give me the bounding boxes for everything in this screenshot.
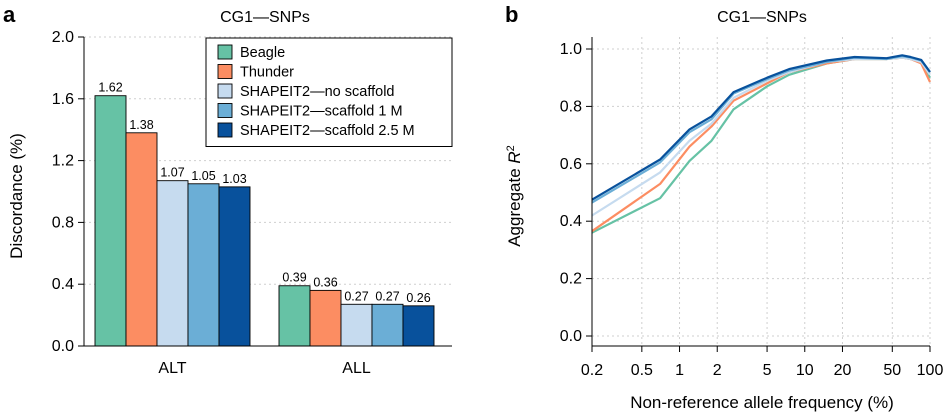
panel-a-legend: Beagle Thunder SHAPEIT2—no scaffold SHAPEIT…	[205, 37, 453, 147]
panel-a-y-axis-label: Discordance (%)	[7, 133, 26, 259]
panel-a-y-tick-label: 0.0	[52, 338, 74, 355]
legend-swatch-shapeit2-scaffold-2-5-m	[217, 122, 233, 138]
panel-b-title: CG1—SNPs	[717, 9, 807, 26]
bar-all-shapeit2-scaffold-1-m	[371, 303, 404, 347]
legend-label-shapeit2-scaffold-1-m: SHAPEIT2—scaffold 1 M	[240, 104, 403, 120]
bar-label-alt-shapeit2-scaffold-1-m: 1.05	[191, 169, 215, 183]
panel-b-y-tick-label: 0.0	[560, 328, 582, 345]
panel-a-x-ticks: ALT ALL	[158, 360, 370, 377]
panel-b-x-tick-label: 10	[796, 362, 814, 379]
panel-a-axes	[83, 37, 452, 347]
legend-swatch-beagle	[217, 44, 233, 60]
panel-b-x-tick-label: 0.2	[581, 362, 603, 379]
panel-a-y-tick-label: 1.2	[52, 153, 74, 170]
panel-b-y-axis-label: Aggregate R2	[505, 145, 524, 247]
panel-b-x-tick-label: 5	[763, 362, 772, 379]
panel-a-x-tick-label-all: ALL	[342, 360, 371, 377]
panel-b-axes	[591, 37, 930, 347]
panel-a-y-tick-label: 1.6	[52, 91, 74, 108]
bar-alt-thunder	[125, 132, 158, 347]
bar-alt-shapeit2-no-scaffold	[156, 180, 189, 347]
bar-alt-shapeit2-scaffold-1-m	[187, 183, 220, 347]
panel-a-letter: a	[3, 2, 16, 27]
panel-a: a CG1—SNPs 1.62 1.38 1.07 1.05 1.03 0.39 0.36 0…	[3, 2, 453, 377]
panel-a-title: CG1—SNPs	[220, 9, 310, 26]
panel-b-y-tick-label: 0.4	[560, 213, 582, 230]
panel-b-x-tick-label: 100	[917, 362, 944, 379]
panel-b-y-label-sup: 2	[505, 145, 517, 151]
bar-alt-shapeit2-scaffold-2-5-m	[218, 186, 251, 347]
panel-b-y-label-prefix: Aggregate	[505, 164, 524, 247]
panel-b-y-tick-label: 1.0	[560, 41, 582, 58]
bar-label-alt-shapeit2-no-scaffold: 1.07	[160, 166, 184, 180]
bar-label-all-thunder: 0.36	[313, 275, 337, 289]
bar-label-all-shapeit2-scaffold-2-5-m: 0.26	[406, 291, 430, 305]
panel-b: b CG1—SNPs 0.0 0.2 0.4 0.6 0.8 1.0 0.2 0.5 1 2 5 1…	[505, 2, 943, 412]
bar-label-alt-beagle: 1.62	[98, 81, 122, 95]
legend-label-shapeit2-scaffold-2-5-m: SHAPEIT2—scaffold 2.5 M	[240, 123, 415, 139]
panel-b-y-tick-label: 0.8	[560, 98, 582, 115]
bar-alt-beagle	[94, 95, 127, 347]
panel-b-x-tick-label: 20	[834, 362, 852, 379]
panel-b-x-axis-label: Non-reference allele frequency (%)	[630, 393, 894, 412]
panel-a-y-tick-label: 0.4	[52, 276, 74, 293]
bar-all-shapeit2-scaffold-2-5-m	[402, 305, 435, 347]
line-shapeit2-scaffold-2-5-m	[591, 54, 931, 201]
bar-label-all-shapeit2-no-scaffold: 0.27	[344, 289, 368, 303]
bar-label-alt-thunder: 1.38	[129, 118, 153, 132]
panel-b-lines	[591, 54, 931, 234]
panel-b-grid	[591, 37, 931, 346]
bar-label-alt-shapeit2-scaffold-2-5-m: 1.03	[222, 172, 246, 186]
panel-b-x-tick-label: 2	[713, 362, 722, 379]
panel-a-y-ticks: 0.0 0.4 0.8 1.2 1.6 2.0	[52, 29, 84, 355]
bar-all-thunder	[309, 289, 342, 347]
panel-a-y-tick-label: 0.8	[52, 214, 74, 231]
legend-box	[205, 37, 453, 147]
panel-b-x-tick-label: 0.5	[631, 362, 653, 379]
legend-swatch-thunder	[217, 64, 233, 79]
panel-a-y-tick-label: 2.0	[52, 29, 74, 46]
panel-a-bars	[94, 95, 435, 347]
panel-a-bar-labels: 1.62 1.38 1.07 1.05 1.03 0.39 0.36 0.27 0.27 0.26	[98, 81, 430, 305]
panel-a-x-tick-label-alt: ALT	[158, 360, 186, 377]
legend-label-beagle: Beagle	[240, 45, 285, 61]
legend-swatch-shapeit2-scaffold-1-m	[217, 103, 233, 118]
bar-all-beagle	[278, 285, 311, 347]
legend-label-shapeit2-no-scaffold: SHAPEIT2—no scaffold	[240, 84, 394, 100]
panel-b-x-tick-label: 50	[883, 362, 901, 379]
panel-b-x-tick-label: 1	[675, 362, 684, 379]
panel-b-letter: b	[505, 2, 518, 27]
panel-b-y-label-symbol: R	[505, 151, 524, 163]
panel-b-x-ticks: 0.2 0.5 1 2 5 10 20 50 100	[581, 346, 944, 379]
bar-label-all-shapeit2-scaffold-1-m: 0.27	[375, 289, 399, 303]
panel-b-y-tick-label: 0.6	[560, 156, 582, 173]
bar-label-all-beagle: 0.39	[282, 271, 306, 285]
bar-all-shapeit2-no-scaffold	[340, 303, 373, 347]
line-shapeit2-scaffold-1-m	[591, 55, 931, 204]
panel-b-y-ticks: 0.0 0.2 0.4 0.6 0.8 1.0	[560, 41, 592, 345]
panel-b-y-tick-label: 0.2	[560, 271, 582, 288]
legend-swatch-shapeit2-no-scaffold	[217, 83, 233, 99]
legend-label-thunder: Thunder	[240, 65, 294, 81]
